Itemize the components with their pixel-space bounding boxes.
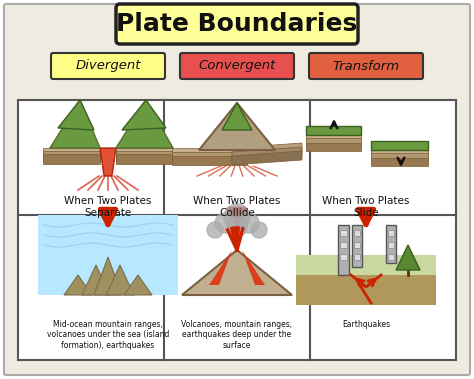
Text: Earthquakes: Earthquakes [342,320,390,329]
Bar [340,254,347,260]
Polygon shape [396,245,420,270]
Polygon shape [43,151,100,161]
Bar [38,215,178,295]
Bar [354,230,360,236]
Polygon shape [122,100,166,130]
FancyBboxPatch shape [180,53,294,79]
Circle shape [251,222,267,238]
Polygon shape [100,148,116,176]
Circle shape [207,222,223,238]
Polygon shape [371,153,428,161]
Bar [388,242,394,248]
Polygon shape [116,148,173,158]
Bar [340,242,347,248]
Text: When Two Plates
Collide: When Two Plates Collide [193,196,281,218]
Polygon shape [50,108,100,148]
Text: Divergent: Divergent [75,60,141,72]
Polygon shape [58,100,94,130]
Polygon shape [172,148,247,157]
Circle shape [239,213,259,233]
Bar [296,275,436,305]
FancyBboxPatch shape [4,4,470,375]
Polygon shape [116,154,173,164]
Polygon shape [182,250,292,295]
Polygon shape [242,250,265,285]
Polygon shape [199,103,275,150]
Bar [18,100,456,360]
Polygon shape [172,152,247,161]
Bar [354,254,360,260]
Polygon shape [172,156,247,165]
Text: When Two Plates
Separate: When Two Plates Separate [64,196,152,218]
Polygon shape [64,275,92,295]
FancyBboxPatch shape [309,53,423,79]
Text: Volcanoes, mountain ranges,
earthquakes deep under the
surface: Volcanoes, mountain ranges, earthquakes … [182,320,292,350]
Circle shape [215,213,235,233]
Text: When Two Plates
Slide: When Two Plates Slide [322,196,410,218]
Polygon shape [222,103,252,130]
Bar [388,254,394,260]
Polygon shape [306,138,361,146]
Bar [354,242,360,248]
Polygon shape [43,148,100,158]
Polygon shape [43,154,100,164]
Text: Mid-ocean mountain ranges,
volcanoes under the sea (island
formation), earthquak: Mid-ocean mountain ranges, volcanoes und… [47,320,169,350]
Polygon shape [306,143,361,151]
Text: Transform: Transform [332,60,400,72]
Text: Plate Boundaries: Plate Boundaries [117,12,357,36]
FancyBboxPatch shape [51,53,165,79]
Polygon shape [232,147,302,161]
Polygon shape [209,250,232,285]
Bar [386,225,396,263]
Polygon shape [116,151,173,161]
Polygon shape [106,265,134,295]
Bar [352,225,362,267]
Bar [338,225,349,275]
Polygon shape [232,143,302,157]
Bar [340,230,347,236]
Circle shape [224,204,250,230]
Polygon shape [124,275,152,295]
Polygon shape [82,265,110,295]
Circle shape [227,217,247,237]
FancyBboxPatch shape [116,4,358,44]
Polygon shape [232,151,302,165]
Bar [306,126,361,135]
Polygon shape [116,100,173,148]
Polygon shape [371,148,428,156]
Bar [388,230,394,236]
Polygon shape [50,100,100,148]
Polygon shape [371,158,428,166]
Bar [371,141,428,150]
Polygon shape [94,257,122,295]
Polygon shape [306,133,361,141]
Bar [296,255,436,305]
Text: Convergent: Convergent [198,60,276,72]
Polygon shape [116,108,173,148]
